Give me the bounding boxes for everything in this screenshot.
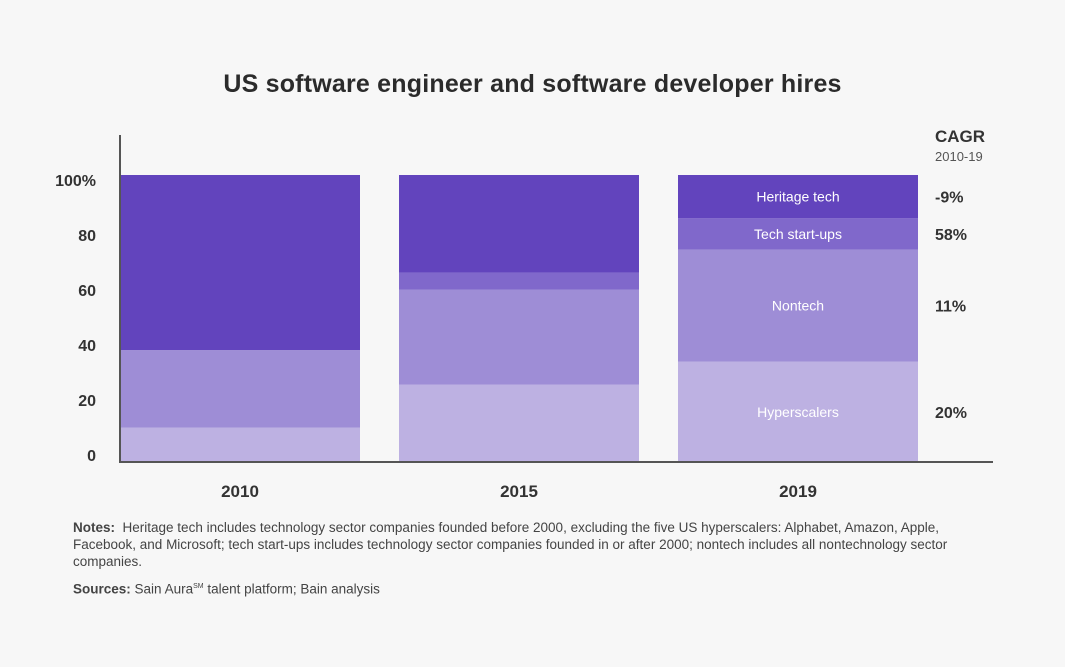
bar-2010-nontech — [120, 350, 360, 428]
bar-2010-heritage-tech — [120, 175, 360, 351]
y-tick-label-100: 100% — [55, 173, 96, 190]
notes-label: Notes: — [73, 520, 116, 535]
chart-sources: Sources: Sain AuraSM talent platform; Ba… — [73, 578, 993, 598]
bar-2019-heritage-tech — [678, 175, 918, 219]
segment-label-heritage-tech: Heritage tech — [756, 189, 839, 205]
x-tick-label-2019: 2019 — [779, 482, 817, 501]
cagr-period: 2010-19 — [935, 149, 983, 164]
segment-label-tech-start-ups: Tech start-ups — [754, 226, 842, 242]
bar-2010-hyperscalers — [120, 427, 360, 462]
x-tick-label-2010: 2010 — [221, 482, 259, 501]
y-tick-label-20: 20 — [78, 393, 96, 410]
bar-2019-hyperscalers — [678, 361, 918, 462]
cagr-value-tech-start-ups: 58% — [935, 227, 967, 244]
cagr-header: CAGR — [935, 127, 985, 146]
bar-2019-nontech — [678, 249, 918, 362]
bar-2019-tech-start-ups — [678, 218, 918, 250]
x-tick-label-2015: 2015 — [500, 482, 538, 501]
segment-label-hyperscalers: Hyperscalers — [757, 404, 839, 420]
sources-label: Sources: — [73, 581, 131, 597]
bar-2015-heritage-tech — [399, 175, 639, 273]
service-mark: SM — [193, 583, 204, 590]
cagr-value-nontech: 11% — [935, 299, 966, 316]
bar-2015-nontech — [399, 289, 639, 385]
cagr-value-heritage-tech: -9% — [935, 190, 963, 207]
chart-notes: Notes: Heritage tech includes technology… — [73, 519, 993, 570]
segment-label-nontech: Nontech — [772, 298, 824, 314]
y-tick-label-0: 0 — [87, 448, 96, 465]
bar-2015-hyperscalers — [399, 384, 639, 462]
chart-title: US software engineer and software develo… — [223, 70, 842, 98]
sources-text-before: Sain Aura — [134, 581, 194, 597]
cagr-value-hyperscalers: 20% — [935, 405, 967, 422]
y-tick-label-80: 80 — [78, 228, 96, 245]
y-tick-label-40: 40 — [78, 338, 96, 355]
notes-text: Heritage tech includes technology sector… — [73, 520, 948, 569]
sources-text-after: talent platform; Bain analysis — [203, 581, 380, 597]
bar-2015-tech-start-ups — [399, 272, 639, 290]
y-tick-label-60: 60 — [78, 283, 96, 300]
